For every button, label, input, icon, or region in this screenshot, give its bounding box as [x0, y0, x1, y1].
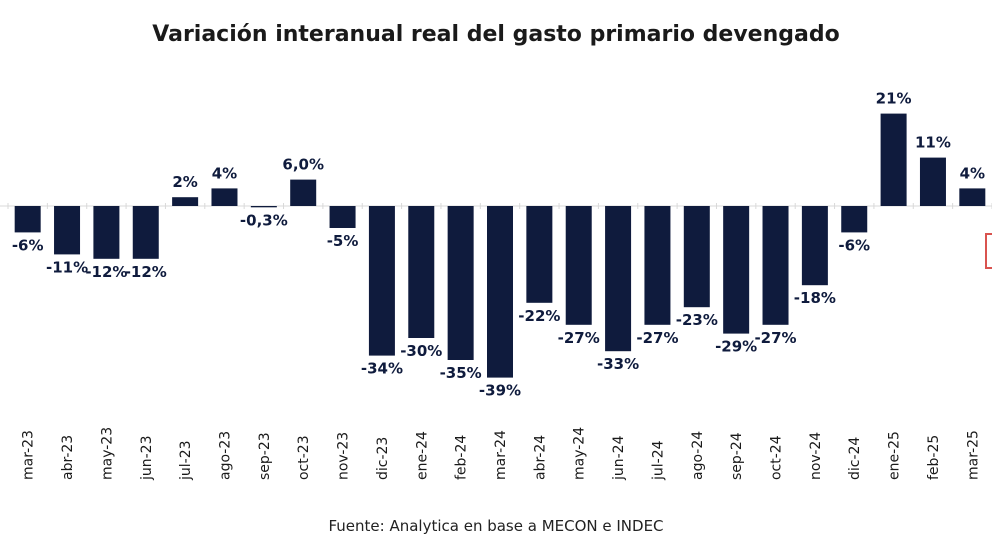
bar-feb-25 — [919, 157, 946, 206]
bar-dic-23 — [368, 206, 395, 356]
x-tick-label-dic-24: dic-24 — [847, 437, 863, 480]
data-label-mar-23: -6% — [12, 236, 44, 254]
x-tick-label-jun-23: jun-23 — [139, 435, 155, 481]
data-label-oct-23: 6,0% — [282, 156, 324, 174]
x-tick-label-nov-23: nov-23 — [336, 432, 352, 480]
data-label-nov-24: -18% — [794, 289, 836, 307]
x-tick-label-ene-25: ene-25 — [887, 431, 903, 480]
bar-oct-24 — [762, 206, 789, 325]
x-tick-label-ago-24: ago-24 — [690, 431, 706, 480]
x-tick-label-mar-23: mar-23 — [21, 430, 37, 480]
bar-ene-24 — [408, 206, 435, 338]
bar-ene-25 — [880, 113, 907, 206]
data-label-sep-23: -0,3% — [240, 211, 288, 229]
x-tick-label-may-23: may-23 — [99, 427, 115, 480]
bar-may-24 — [565, 206, 592, 325]
x-tick-label-ago-23: ago-23 — [217, 431, 233, 480]
bar-oct-23 — [290, 179, 317, 206]
data-label-may-23: -12% — [85, 263, 127, 281]
bar-jun-24 — [605, 206, 632, 352]
data-label-feb-25: 11% — [915, 134, 951, 152]
bar-dic-24 — [841, 206, 868, 233]
x-tick-label-may-24: may-24 — [572, 427, 588, 480]
cropped-annotation-box — [985, 233, 992, 269]
data-label-ene-25: 21% — [876, 90, 912, 108]
bar-mar-24 — [487, 206, 513, 378]
data-label-ago-24: -23% — [676, 311, 718, 329]
x-tick-label-oct-24: oct-24 — [769, 435, 785, 480]
data-label-abr-24: -22% — [518, 307, 560, 325]
chart-title: Variación interanual real del gasto prim… — [152, 22, 840, 47]
x-tick-label-oct-23: oct-23 — [296, 435, 312, 480]
data-label-sep-24: -29% — [715, 338, 757, 356]
x-tick-label-ene-24: ene-24 — [414, 431, 430, 480]
data-label-mar-25: 4% — [960, 164, 985, 182]
x-tick-label-mar-25: mar-25 — [965, 430, 981, 480]
bar-mar-25 — [959, 188, 986, 206]
data-label-abr-23: -11% — [46, 258, 88, 276]
bar-may-23 — [93, 206, 120, 259]
data-label-mar-24: -39% — [479, 382, 521, 400]
bar-jun-23 — [132, 206, 159, 259]
x-tick-label-sep-23: sep-23 — [257, 432, 273, 480]
x-tick-label-dic-23: dic-23 — [375, 437, 391, 480]
bar-abr-23 — [54, 206, 81, 255]
data-label-may-24: -27% — [558, 329, 600, 347]
x-tick-label-abr-23: abr-23 — [60, 435, 76, 480]
bar-abr-24 — [526, 206, 553, 303]
data-label-oct-24: -27% — [754, 329, 796, 347]
data-label-dic-23: -34% — [361, 360, 403, 378]
source-note: Fuente: Analytica en base a MECON e INDE… — [328, 517, 664, 535]
x-tick-label-abr-24: abr-24 — [532, 435, 548, 480]
x-tick-label-mar-24: mar-24 — [493, 430, 509, 480]
x-tick-label-feb-24: feb-24 — [454, 435, 470, 480]
data-label-jul-24: -27% — [636, 329, 678, 347]
bar-nov-24 — [801, 206, 828, 286]
x-tick-label-jul-23: jul-23 — [178, 440, 194, 481]
bar-sep-24 — [723, 206, 750, 334]
bar-ago-24 — [683, 206, 710, 308]
bar-jul-23 — [172, 197, 199, 206]
data-label-dic-24: -6% — [838, 236, 870, 254]
data-label-jun-24: -33% — [597, 355, 639, 373]
x-tick-label-jul-24: jul-24 — [650, 440, 666, 481]
data-label-jul-23: 2% — [172, 173, 197, 191]
bar-feb-24 — [447, 206, 474, 360]
bar-nov-23 — [329, 206, 356, 228]
bar-sep-23 — [250, 206, 277, 208]
data-label-ene-24: -30% — [400, 342, 442, 360]
bar-ago-23 — [211, 188, 238, 206]
bar-mar-23 — [14, 206, 41, 233]
data-label-ago-23: 4% — [212, 164, 237, 182]
x-tick-label-nov-24: nov-24 — [808, 432, 824, 480]
x-tick-label-feb-25: feb-25 — [926, 435, 942, 480]
data-label-jun-23: -12% — [125, 263, 167, 281]
data-label-nov-23: -5% — [327, 232, 359, 250]
bar-jul-24 — [644, 206, 671, 325]
x-tick-label-sep-24: sep-24 — [729, 432, 745, 480]
data-label-feb-24: -35% — [440, 364, 482, 382]
x-tick-label-jun-24: jun-24 — [611, 435, 627, 481]
